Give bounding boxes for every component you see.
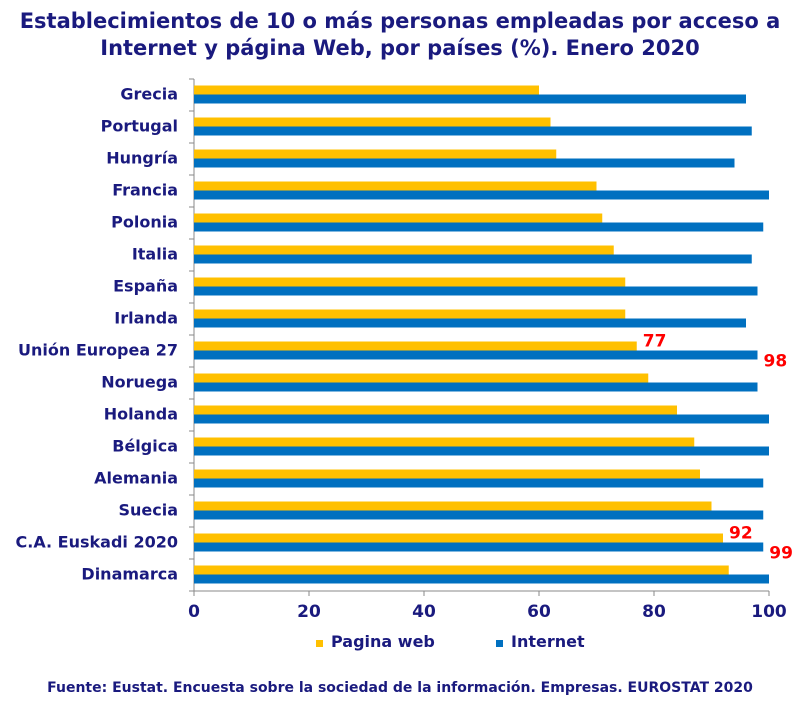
bar-pagina-web-c-a-euskadi-2020 [194,533,723,543]
bar-pagina-web-francia [194,181,597,191]
category-label-union-europea-27: Unión Europea 27 [18,341,178,360]
bar-pagina-web-espana [194,277,626,287]
bar-internet-espana [194,286,758,296]
bar-pagina-web-grecia [194,85,539,95]
bar-pagina-web-dinamarca [194,565,729,575]
category-label-belgica: Bélgica [112,437,178,456]
chart-title-line-1: Establecimientos de 10 o más personas em… [19,9,781,33]
legend-label-internet: Internet [511,632,585,651]
bar-internet-noruega [194,382,758,392]
legend: Pagina web Internet [0,632,800,656]
category-label-holanda: Holanda [104,405,178,424]
bar-chart: 0 20 40 60 80 100 Grecia Portugal Hungría Francia… [16,78,793,622]
legend-swatch-internet [496,640,503,647]
bar-pagina-web-polonia [194,213,603,223]
bar-internet-alemania [194,478,764,488]
bar-internet-irlanda [194,318,746,328]
bar-internet-holanda [194,414,769,424]
category-label-italia: Italia [132,245,178,264]
x-tick-label-100: 100 [751,602,787,622]
bar-pagina-web-portugal [194,117,551,127]
data-label-pagina-web-c-a-euskadi-2020: 92 [729,524,753,544]
category-label-espana: España [113,277,178,296]
category-label-grecia: Grecia [120,85,178,104]
legend-item-pagina-web: Pagina web [316,632,435,651]
category-label-c-a-euskadi-2020: C.A. Euskadi 2020 [16,533,178,552]
bar-internet-belgica [194,446,769,456]
bar-pagina-web-holanda [194,405,677,415]
chart-title-line-2: Internet y página Web, por países (%). E… [100,36,700,60]
chart-title: Establecimientos de 10 o más personas em… [0,8,800,62]
x-tick-label-80: 80 [642,602,666,622]
bar-pagina-web-suecia [194,501,712,511]
bar-pagina-web-italia [194,245,614,255]
data-label-pagina-web-union-europea-27: 77 [643,332,667,352]
legend-swatch-pagina-web [316,640,323,647]
category-label-francia: Francia [112,181,178,200]
category-label-polonia: Polonia [111,213,178,232]
category-label-alemania: Alemania [94,469,178,488]
bar-pagina-web-union-europea-27 [194,341,637,351]
data-label-internet-c-a-euskadi-2020: 99 [769,544,793,564]
category-label-hungria: Hungría [106,149,178,168]
bar-internet-polonia [194,222,764,232]
bar-internet-hungria [194,158,735,168]
bar-pagina-web-belgica [194,437,695,447]
bar-internet-suecia [194,510,764,520]
bar-pagina-web-irlanda [194,309,626,319]
category-label-noruega: Noruega [101,373,178,392]
x-tick-label-40: 40 [412,602,436,622]
bar-internet-union-europea-27 [194,350,758,360]
x-tick-label-60: 60 [527,602,551,622]
legend-item-internet: Internet [496,632,585,651]
bar-internet-dinamarca [194,574,769,584]
category-label-irlanda: Irlanda [114,309,178,328]
bar-internet-italia [194,254,752,264]
category-label-portugal: Portugal [101,117,178,136]
bar-internet-portugal [194,126,752,136]
bar-internet-c-a-euskadi-2020 [194,542,764,552]
category-label-suecia: Suecia [118,501,178,520]
bar-pagina-web-alemania [194,469,700,479]
x-tick-label-20: 20 [297,602,321,622]
bar-pagina-web-noruega [194,373,649,383]
x-tick-label-0: 0 [188,602,200,622]
bar-pagina-web-hungria [194,149,557,159]
legend-label-pagina-web: Pagina web [331,632,435,651]
bar-internet-francia [194,190,769,200]
source-note: Fuente: Eustat. Encuesta sobre la socied… [47,680,753,696]
data-label-internet-union-europea-27: 98 [764,352,788,372]
bar-internet-grecia [194,94,746,104]
category-label-dinamarca: Dinamarca [81,565,178,584]
